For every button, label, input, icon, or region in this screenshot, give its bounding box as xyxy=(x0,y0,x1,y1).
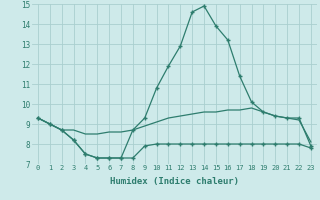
X-axis label: Humidex (Indice chaleur): Humidex (Indice chaleur) xyxy=(110,177,239,186)
